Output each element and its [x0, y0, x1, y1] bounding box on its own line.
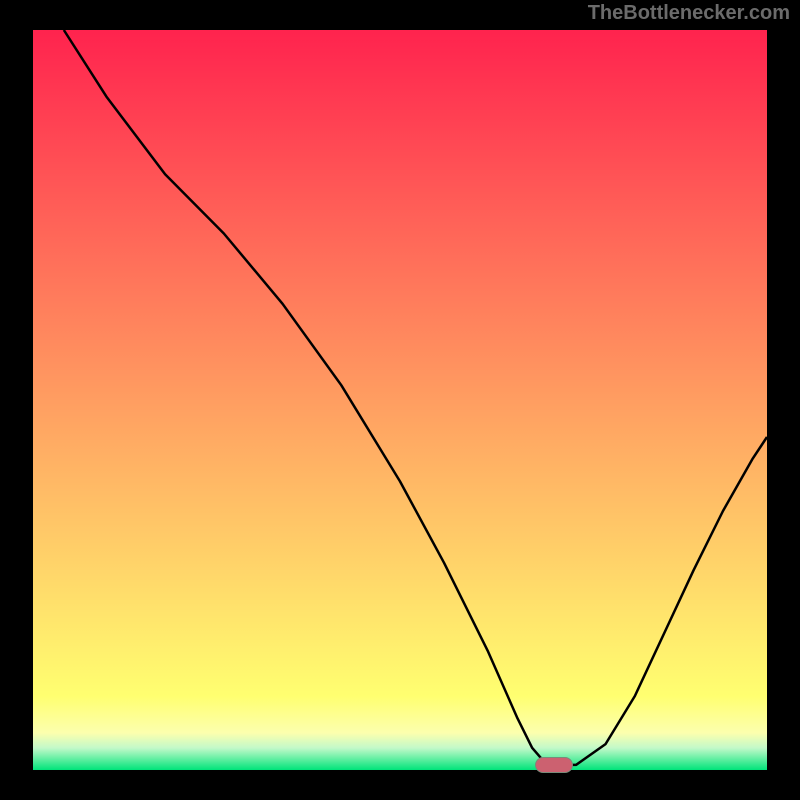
watermark-text: TheBottlenecker.com — [588, 2, 790, 25]
optimal-marker — [535, 757, 573, 773]
bottleneck-curve — [33, 30, 767, 770]
curve-path — [64, 30, 767, 765]
bottleneck-chart — [33, 30, 767, 770]
